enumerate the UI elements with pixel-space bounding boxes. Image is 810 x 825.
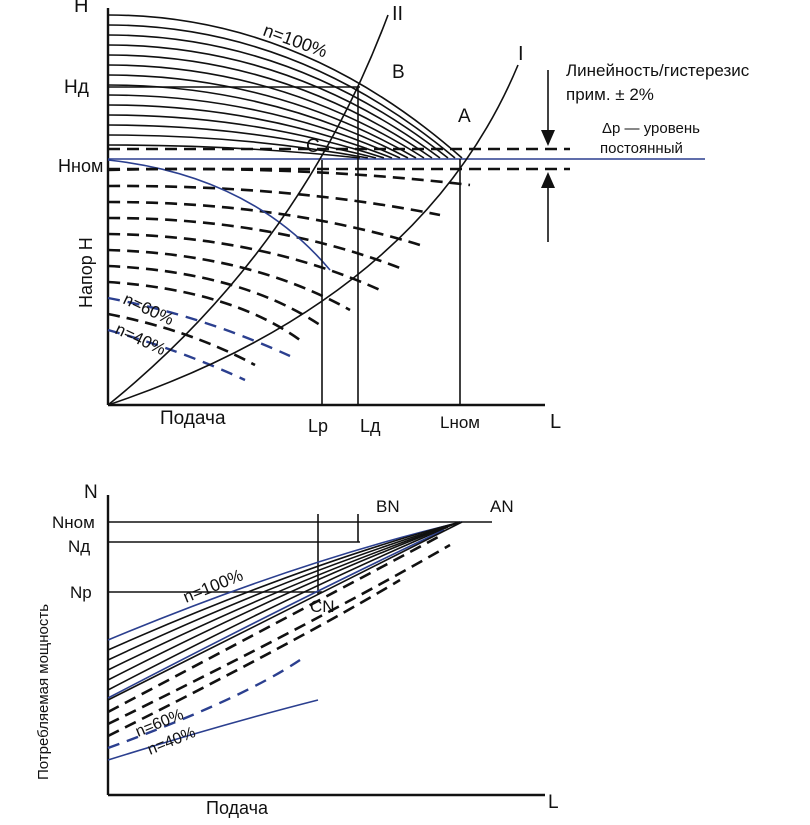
top-curve-40-label: n=40% (112, 319, 168, 359)
top-curve-100-label: n=100% (261, 20, 330, 62)
power-network-line (107, 521, 463, 701)
network-curve-ii-label: II (392, 3, 403, 25)
h-nom-tick-label: Hном (58, 156, 103, 176)
top-y-axis-letter: H (74, 0, 88, 17)
network-curve-i (107, 64, 519, 406)
bottom-y-axis-letter: N (84, 482, 98, 503)
l-p-tick-label: Lр (308, 416, 328, 436)
n-d-tick-label: Nд (68, 537, 90, 556)
point-an-label: AN (490, 497, 514, 516)
bottom-x-axis-letter: L (548, 792, 559, 813)
power-curve-40 (107, 699, 319, 761)
l-nom-tick-label: Lном (440, 413, 480, 432)
point-c-label: C (306, 136, 320, 157)
tolerance-arrows (541, 70, 555, 242)
top-x-axis-title: Подача (160, 408, 226, 429)
n-p-tick-label: Nр (70, 583, 92, 602)
bottom-curve-100-label: n=100% (180, 566, 245, 607)
point-a-label: A (458, 106, 471, 127)
top-x-axis-letter: L (550, 411, 561, 433)
note-linearity: Линейность/гистерезис (566, 61, 750, 80)
network-curve-ii (107, 14, 389, 406)
power-curves-dashed (107, 534, 451, 750)
h-d-tick-label: Hд (64, 77, 89, 98)
blue-pump-curve (107, 159, 331, 271)
bottom-x-axis-title: Подача (206, 798, 269, 818)
point-b-label: B (392, 62, 405, 83)
note-approx: прим. ± 2% (566, 85, 654, 104)
note-const: постоянный (600, 140, 683, 157)
top-y-axis-title: Напор H (76, 237, 96, 308)
point-cn-label: CN (310, 597, 335, 616)
n-nom-tick-label: Nном (52, 513, 95, 532)
power-curves-solid (107, 521, 463, 699)
head-flow-chart: H Hд Hном Напор H Подача Lр Lд Lном L n=… (58, 0, 750, 436)
power-flow-chart: N Nном Nд Nр Потребляемая мощность Подач… (35, 482, 559, 818)
l-d-tick-label: Lд (360, 416, 381, 436)
point-bn-label: BN (376, 497, 400, 516)
note-dp: Δp — уровень (602, 120, 700, 137)
bottom-y-axis-title: Потребляемая мощность (35, 604, 52, 780)
network-curve-i-label: I (518, 43, 524, 65)
